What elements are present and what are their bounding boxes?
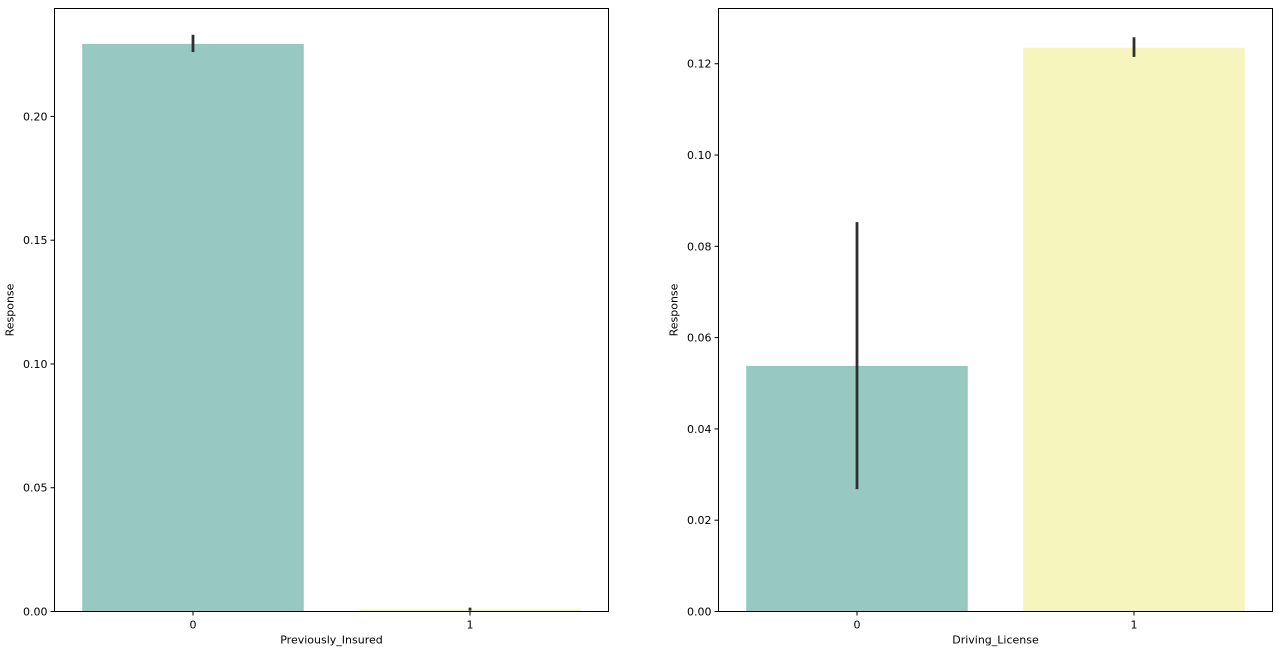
y-tick-label: 0.05 [23,482,48,495]
x-tick-label: 1 [1131,619,1138,632]
y-axis-label: Response [668,283,681,336]
x-tick-label: 0 [854,619,861,632]
y-tick-label: 0.06 [687,332,712,345]
y-tick-label: 0.00 [23,606,48,619]
chart-panel-driving-license: 0.00 0.02 0.04 0.06 0.08 0.10 0.12 0 1 Driving_Li… [668,8,1273,647]
chart-panel-previously-insured: 0.00 0.05 0.10 0.15 0.20 0 1 Previously_Insured… [4,8,609,647]
y-axis-label: Response [4,283,17,336]
x-tick-label: 1 [467,619,474,632]
x-tick-label: 0 [190,619,197,632]
x-axis-label: Previously_Insured [280,634,383,647]
bar [82,43,304,612]
axes-frame [718,8,1273,612]
y-tick-label: 0.00 [687,606,712,619]
axes-frame [54,8,609,612]
y-tick-label: 0.08 [687,240,712,253]
y-tick-label: 0.20 [23,110,48,123]
y-tick-label: 0.12 [687,58,712,71]
x-axis-label: Driving_License [952,634,1039,647]
y-tick-label: 0.02 [687,514,712,527]
y-tick-label: 0.10 [687,149,712,162]
y-tick-label: 0.10 [23,358,48,371]
y-tick-label: 0.04 [687,423,712,436]
y-tick-label: 0.15 [23,234,48,247]
bar [1023,47,1245,612]
